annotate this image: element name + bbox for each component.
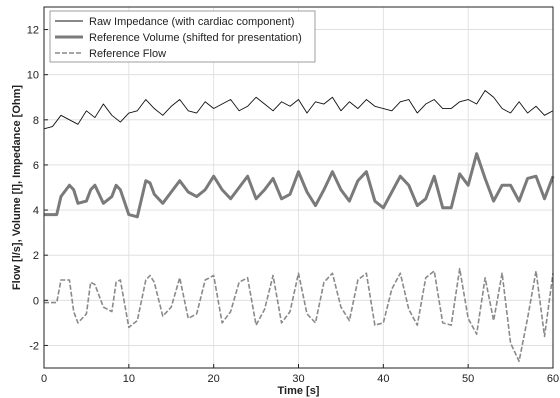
y-tick-label: -2	[29, 340, 39, 352]
x-tick-label: 20	[208, 373, 220, 385]
y-axis-label: Flow [l/s], Volume [l], Impedance [Ohm]	[11, 85, 23, 290]
legend-entry: Reference Volume (shifted for presentati…	[89, 32, 302, 44]
x-tick-label: 10	[123, 373, 135, 385]
y-tick-label: 0	[33, 295, 39, 307]
x-tick-label: 50	[462, 373, 474, 385]
x-axis-label: Time [s]	[278, 385, 320, 397]
x-tick-label: 40	[377, 373, 389, 385]
series-3	[44, 267, 554, 363]
series-line	[44, 267, 554, 363]
x-tick-label: 60	[547, 373, 559, 385]
series-2	[44, 152, 555, 219]
series-line	[44, 152, 555, 219]
y-tick-label: 12	[27, 25, 39, 37]
x-tick-label: 30	[292, 373, 304, 385]
series-line	[43, 90, 554, 130]
y-tick-label: 2	[33, 250, 39, 262]
y-tick-label: 8	[33, 115, 39, 127]
legend-box	[49, 10, 316, 63]
legend: Raw Impedance (with cardiac component) Re…	[49, 10, 316, 63]
series-lines	[43, 90, 555, 363]
y-tick-label: 6	[33, 160, 39, 172]
ticks: 0 10 20 30 40 50 60 -2 0 2 4 6 8 10 12	[27, 25, 559, 385]
y-tick-label: 4	[33, 205, 39, 217]
y-tick-label: 10	[27, 70, 39, 82]
series-1	[43, 90, 554, 130]
legend-entry: Raw Impedance (with cardiac component)	[89, 16, 294, 28]
x-tick-label: 0	[41, 373, 47, 385]
legend-entry: Reference Flow	[89, 48, 166, 60]
